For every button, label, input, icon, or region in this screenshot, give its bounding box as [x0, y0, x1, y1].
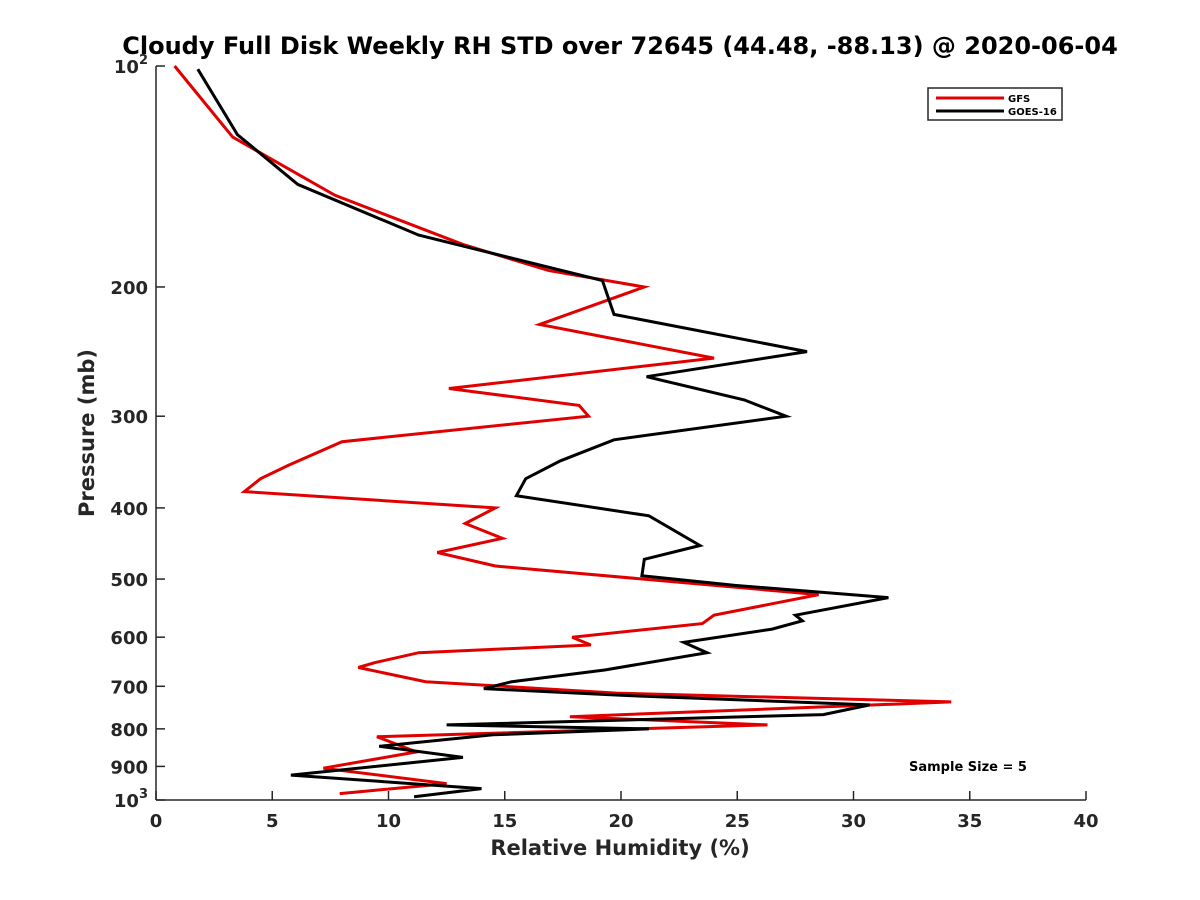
series-layer — [173, 65, 952, 799]
y-tick-label: 800 — [110, 720, 148, 741]
y-tick-label: 300 — [110, 407, 148, 428]
legend-box — [927, 87, 1063, 121]
x-tick-label: 0 — [150, 811, 163, 832]
y-tick-label: 400 — [110, 499, 148, 520]
legend: GFS GOES-16 — [927, 87, 1063, 121]
y-tick-label: 103 — [114, 787, 148, 812]
series-line-goes-16 — [196, 68, 889, 799]
y-tick-label: 900 — [110, 757, 148, 778]
x-tick-label: 35 — [957, 811, 982, 832]
x-tick-label: 10 — [376, 811, 401, 832]
x-axis-label: Relative Humidity (%) — [490, 836, 749, 860]
x-tick-label: 30 — [841, 811, 866, 832]
y-tick-label: 102 — [114, 53, 148, 78]
legend-label: GFS — [1008, 94, 1030, 105]
chart-title: Cloudy Full Disk Weekly RH STD over 7264… — [122, 32, 1118, 60]
y-tick-label: 200 — [110, 278, 148, 299]
x-tick-label: 15 — [492, 811, 517, 832]
y-axis-label: Pressure (mb) — [75, 349, 99, 517]
legend-label: GOES-16 — [1008, 107, 1057, 118]
sample-size-annotation: Sample Size = 5 — [909, 760, 1027, 775]
y-axis: 102 200 300 400 500 600 700 800 900 103 — [110, 53, 165, 812]
x-tick-label: 25 — [725, 811, 750, 832]
y-tick-label: 600 — [110, 628, 148, 649]
x-tick-label: 40 — [1073, 811, 1098, 832]
x-axis: 0 5 10 15 20 25 30 35 40 — [150, 791, 1099, 832]
y-tick-label: 700 — [110, 677, 148, 698]
x-tick-label: 20 — [608, 811, 633, 832]
y-tick-label: 500 — [110, 570, 148, 591]
series-line-gfs — [173, 65, 952, 796]
x-tick-label: 5 — [266, 811, 279, 832]
